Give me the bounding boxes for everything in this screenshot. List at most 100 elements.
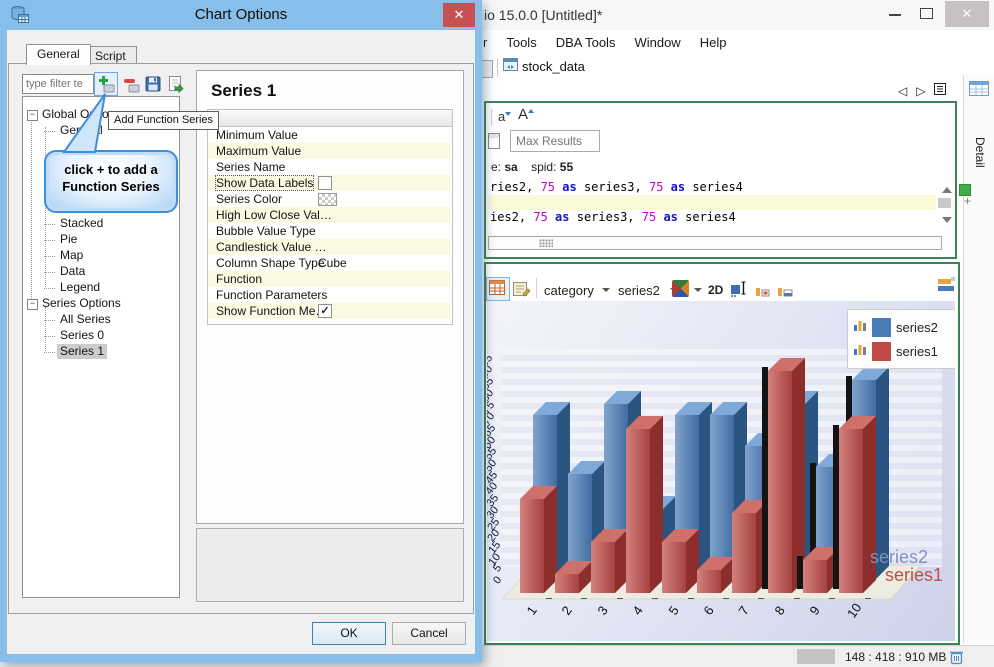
property-label[interactable]: Bubble Value Type bbox=[216, 224, 316, 238]
decrease-font-icon[interactable]: a bbox=[498, 109, 512, 124]
bar-series1-cat3[interactable] bbox=[590, 528, 628, 593]
small-chart-icon-2[interactable] bbox=[776, 280, 794, 298]
grid-results-icon[interactable] bbox=[488, 133, 500, 149]
toggle-2d-button[interactable]: 2D bbox=[708, 283, 724, 297]
maximize-button[interactable] bbox=[920, 8, 933, 19]
save-button[interactable] bbox=[144, 75, 162, 93]
tab-general[interactable]: General bbox=[26, 44, 91, 65]
bar-series1-cat7[interactable] bbox=[732, 500, 770, 593]
max-results-input[interactable] bbox=[510, 130, 600, 152]
bar-series1-cat5[interactable] bbox=[661, 528, 699, 593]
small-chart-icon[interactable] bbox=[754, 280, 772, 298]
add-function-series-button[interactable] bbox=[94, 72, 118, 96]
nav-forward-icon[interactable]: ▷ bbox=[916, 83, 926, 98]
detail-tab[interactable]: Detail bbox=[973, 137, 987, 168]
expander-icon[interactable]: − bbox=[27, 299, 38, 310]
bar-series2-cat6[interactable] bbox=[710, 402, 747, 579]
memory-usage: 148 : 418 : 910 MB bbox=[845, 650, 947, 664]
property-label[interactable]: Series Name bbox=[216, 160, 286, 174]
property-value[interactable]: ✓ bbox=[318, 303, 332, 318]
resize-grip[interactable] bbox=[539, 239, 553, 247]
list-icon[interactable] bbox=[934, 83, 947, 98]
property-row-bubble-value-type: Bubble Value Type bbox=[208, 223, 450, 239]
bar-series1-cat4[interactable] bbox=[626, 416, 664, 593]
checkbox[interactable]: ✓ bbox=[318, 304, 332, 318]
property-value[interactable] bbox=[318, 175, 332, 190]
category-dropdown-arrow[interactable] bbox=[602, 288, 610, 292]
tree-item-series-options[interactable]: Series Options bbox=[42, 296, 121, 310]
dialog-close-button[interactable]: ✕ bbox=[443, 3, 475, 27]
color-swatch[interactable] bbox=[318, 193, 337, 206]
property-label[interactable]: Show Function Me… bbox=[216, 304, 328, 318]
remove-series-button[interactable] bbox=[122, 75, 140, 93]
form-view-button[interactable] bbox=[512, 280, 531, 298]
chart-plot[interactable]: 0 5 10 15 20 25 30 35 40 45 50 55 60 65 70 75 80 85 90 95 1 2… bbox=[487, 301, 955, 641]
property-label[interactable]: Column Shape Type bbox=[216, 256, 325, 270]
menu-item-r[interactable]: r bbox=[483, 35, 488, 50]
menu-item-window[interactable]: Window bbox=[634, 35, 681, 50]
table-view-button[interactable] bbox=[486, 277, 510, 301]
tree-item-data[interactable]: Data bbox=[43, 264, 88, 279]
property-label[interactable]: Function bbox=[216, 272, 263, 286]
bar-series1-cat8[interactable] bbox=[761, 357, 805, 593]
property-value[interactable] bbox=[318, 191, 337, 206]
scroll-up-icon[interactable] bbox=[942, 187, 952, 193]
category-dropdown[interactable]: category bbox=[544, 283, 594, 298]
x-axis-label: 3 bbox=[594, 603, 611, 618]
tab-script[interactable]: Script bbox=[84, 46, 137, 64]
bar-series1-cat10[interactable] bbox=[832, 416, 876, 593]
series-dropdown[interactable]: series2 bbox=[618, 283, 660, 298]
bar-series1-cat2[interactable] bbox=[555, 561, 593, 593]
chart-axis-labels: 0 5 10 15 20 25 30 35 40 45 50 55 60 65 70 75 80 85 90 95 1 2… bbox=[487, 301, 955, 641]
app-close-button[interactable]: ✕ bbox=[945, 1, 989, 27]
chart-type-dropdown-arrow[interactable] bbox=[694, 288, 702, 292]
x-axis-tick bbox=[723, 598, 729, 599]
checkbox[interactable] bbox=[318, 176, 332, 190]
bar-series1-cat1[interactable] bbox=[520, 486, 557, 593]
tree-item-legend[interactable]: Legend bbox=[43, 280, 103, 295]
property-label[interactable]: Function Parameters bbox=[216, 288, 328, 302]
legend-layers-icon[interactable] bbox=[938, 277, 956, 295]
property-label[interactable]: High Low Close Val… bbox=[216, 208, 332, 222]
tree-filter-input[interactable] bbox=[22, 74, 94, 94]
tab-stock-data[interactable]: stock_data bbox=[503, 58, 585, 74]
property-label[interactable]: Minimum Value bbox=[216, 128, 298, 142]
chart-cursor-icon[interactable] bbox=[730, 279, 748, 297]
tree-item-series-1[interactable]: Series 1 bbox=[43, 344, 108, 359]
property-row-series-name: Series Name bbox=[208, 159, 450, 175]
trash-icon[interactable] bbox=[948, 648, 965, 667]
tree-item-series-0[interactable]: Series 0 bbox=[43, 328, 107, 343]
tree-item-map[interactable]: Map bbox=[43, 248, 86, 263]
expander-icon[interactable]: − bbox=[27, 110, 38, 121]
nav-back-icon[interactable]: ◁ bbox=[898, 83, 908, 98]
property-label[interactable]: Candlestick Value … bbox=[216, 240, 327, 254]
menu-item-tools[interactable]: Tools bbox=[506, 35, 537, 50]
scrollbar-thumb[interactable] bbox=[938, 198, 951, 208]
scroll-down-icon[interactable] bbox=[942, 217, 952, 223]
property-label[interactable]: Series Color bbox=[216, 192, 283, 206]
tree-item-stacked[interactable]: Stacked bbox=[43, 216, 106, 231]
sql-editor-panel: a A e: sa spid: 55 ries2, 75 as series3,… bbox=[484, 101, 957, 259]
cancel-button[interactable]: Cancel bbox=[392, 622, 466, 645]
menu-item-dba-tools[interactable]: DBA Tools bbox=[555, 35, 616, 50]
ok-button[interactable]: OK bbox=[312, 622, 386, 645]
horizontal-scrollbar[interactable] bbox=[488, 236, 942, 250]
tree-item-all-series[interactable]: All Series bbox=[44, 312, 114, 327]
bar-series1-cat6[interactable] bbox=[697, 556, 734, 593]
chart-legend[interactable]: series2 series1 bbox=[847, 309, 955, 369]
property-label[interactable]: Maximum Value bbox=[216, 144, 302, 158]
chart-type-icon[interactable] bbox=[672, 280, 689, 297]
property-value[interactable]: Cube bbox=[318, 256, 347, 270]
legend-item-series2[interactable]: series2 bbox=[854, 315, 952, 339]
detail-grid-icon[interactable] bbox=[969, 81, 989, 101]
bar-series1-cat9[interactable] bbox=[797, 547, 841, 593]
increase-font-icon[interactable]: A bbox=[518, 106, 535, 123]
minimize-button[interactable] bbox=[889, 14, 901, 16]
bar-front-face bbox=[697, 569, 721, 593]
script-export-button[interactable] bbox=[166, 75, 184, 94]
property-label[interactable]: Show Data Labels bbox=[215, 175, 315, 191]
tree-item-pie[interactable]: Pie bbox=[43, 232, 80, 247]
sql-lines[interactable]: ries2, 75 as series3, 75 as series4 ies2,… bbox=[488, 180, 936, 226]
legend-item-series1[interactable]: series1 bbox=[854, 339, 952, 363]
menu-item-help[interactable]: Help bbox=[699, 35, 727, 50]
